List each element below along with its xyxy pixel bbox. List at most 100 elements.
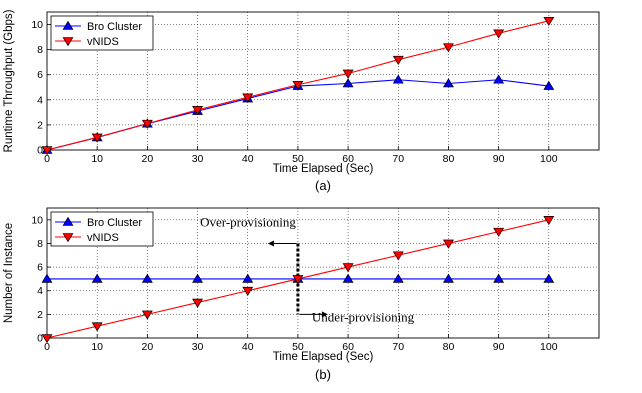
y-axis-label: Runtime Throughput (Gbps) [3,9,15,152]
plot-frame [46,11,600,151]
legend-label: vNIDS [87,36,119,48]
x-tick-label: 90 [493,153,505,165]
x-tick-label: 60 [342,153,354,165]
data-point [443,43,454,53]
y-tick-label: 10 [31,19,43,31]
data-point [342,263,354,273]
data-point [192,106,203,116]
x-tick-label: 100 [540,153,558,165]
y-tick-label: 6 [37,262,43,274]
x-tick-label: 0 [44,341,50,353]
data-point [91,133,103,143]
data-point [141,119,153,129]
data-point [192,273,203,283]
x-tick-label: 50 [292,153,304,165]
legend-entry: Bro Cluster [55,20,142,33]
annotation-label: Under-provisioning [312,309,415,324]
series-vnids [41,16,555,156]
x-tick-label: 40 [242,341,254,353]
data-point [242,286,254,297]
data-point [91,322,103,332]
x-tick-label: 70 [392,341,404,353]
legend-entry: vNIDS [55,232,119,244]
data-point [392,273,404,283]
data-point [292,275,304,285]
chart-caption: (b) [315,367,331,382]
legend-marker-icon [62,216,74,226]
plot-frame [46,207,600,339]
data-point [493,227,505,237]
data-point [543,216,555,226]
legend: Bro Cluster vNIDS [50,15,154,51]
data-point [342,78,354,88]
data-point [91,273,103,283]
legend-marker-icon [62,20,74,30]
y-tick-label: 4 [37,285,43,297]
data-point [242,93,254,103]
over-provisioning-annotation: Over-provisioning [200,214,296,247]
legend-marker-icon [62,233,74,243]
arrowhead-left-icon [267,240,274,247]
y-tick-label: 4 [37,94,43,106]
x-tick-label: 100 [540,341,558,353]
y-tick-label: 10 [31,214,43,226]
data-point [443,78,454,88]
data-point [342,69,354,79]
x-tick-label: 0 [44,153,50,165]
arrowhead-right-icon [321,311,328,318]
data-point [292,80,304,91]
data-point [41,146,53,156]
data-point [392,251,404,261]
legend-marker-icon [62,37,74,47]
x-tick-label: 20 [142,341,154,353]
y-tick-label: 8 [37,44,43,56]
data-point [493,74,505,84]
data-point [242,273,254,283]
data-point [493,29,505,39]
legend-label: Bro Cluster [87,21,142,33]
data-point [443,239,454,249]
data-point [392,74,404,84]
x-tick-label: 50 [292,341,304,353]
chart-panel-a: 0 10 20 30 40 50 60 70 80 90 100 0 2 4 6 8 10 Time Elapse… [3,9,600,193]
y-tick-label: 0 [37,145,43,157]
data-point [41,334,53,344]
x-tick-label: 70 [392,153,404,165]
data-point [192,298,203,308]
x-axis-label: Time Elapsed (Sec) [273,351,374,363]
x-tick-label: 30 [192,341,204,353]
x-tick-label: 20 [142,153,154,165]
series-vnids [41,216,555,344]
x-tick-label: 10 [91,153,103,165]
y-tick-label: 0 [37,333,43,345]
chart-caption: (a) [315,178,331,193]
y-tick-label: 2 [37,119,43,131]
data-point [41,273,53,283]
under-provisioning-annotation: Under-provisioning [299,309,415,324]
data-point [543,16,555,27]
y-tick-label: 2 [37,309,43,321]
legend: Bro Cluster vNIDS [50,211,154,247]
x-tick-label: 60 [342,341,354,353]
x-tick-label: 40 [242,153,254,165]
x-tick-label: 10 [91,341,103,353]
legend-entry: Bro Cluster [55,216,142,229]
data-point [141,310,153,320]
legend-label: vNIDS [87,232,119,244]
series-bro-cluster [41,273,555,283]
x-tick-label: 30 [192,153,204,165]
y-tick-label: 6 [37,69,43,81]
data-point [392,55,404,65]
data-point [141,273,153,283]
annotation-label: Over-provisioning [200,214,296,229]
y-axis-label: Number of Instance [3,223,15,323]
data-point [543,80,555,90]
data-point [543,273,555,283]
data-point [443,273,454,283]
legend-label: Bro Cluster [87,217,142,229]
data-point [342,273,354,283]
x-tick-label: 80 [443,341,455,353]
chart-panel-b: 0 10 20 30 40 50 60 70 80 90 100 0 2 4 6 8 10 Time Elapse… [3,207,600,382]
x-tick-label: 80 [443,153,455,165]
